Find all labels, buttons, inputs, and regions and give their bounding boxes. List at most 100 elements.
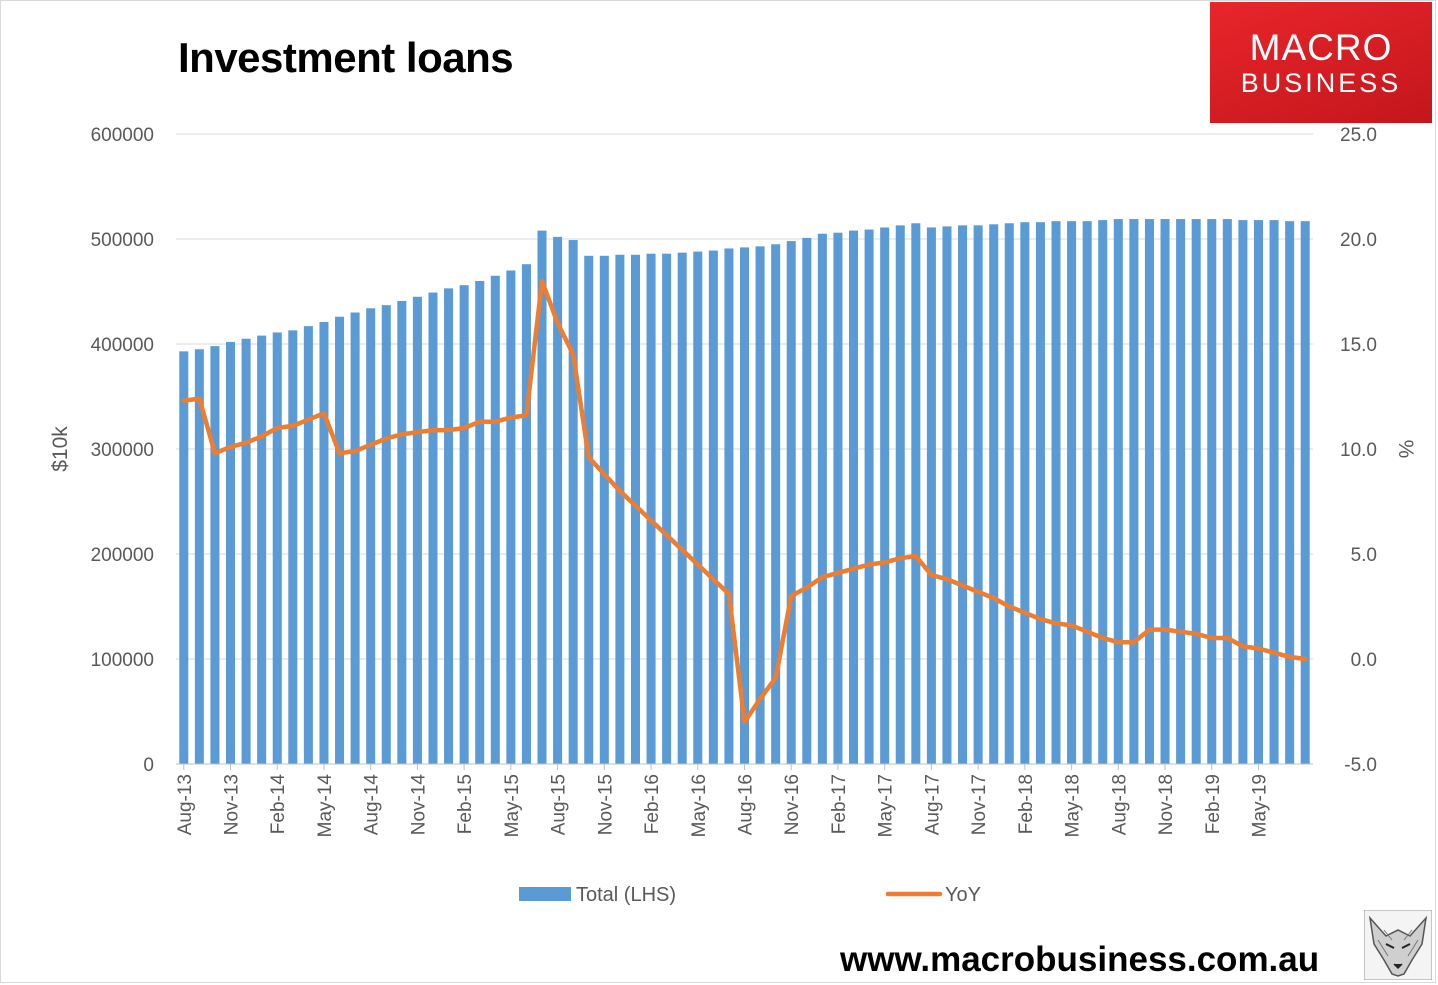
bar [1098, 220, 1108, 765]
bar [272, 332, 282, 764]
bar [973, 225, 983, 765]
bar [584, 255, 594, 765]
y-right-tick-label: -5.0 [1344, 755, 1377, 776]
bar [1035, 222, 1045, 764]
y-left-axis-title: $10k [49, 426, 72, 472]
x-tick-label: Feb-14 [268, 774, 289, 835]
y-right-tick-label: 25.0 [1340, 125, 1377, 146]
x-tick-label: May-14 [315, 774, 336, 838]
bar [646, 253, 656, 764]
y-left-tick-label: 400000 [91, 335, 154, 356]
y-left-tick-label: 0 [143, 755, 154, 776]
x-tick-label: Nov-17 [969, 774, 990, 835]
x-tick-label: Feb-16 [642, 774, 663, 834]
bar [958, 225, 968, 765]
bar [926, 227, 936, 764]
bar [615, 254, 625, 764]
bar [771, 244, 781, 764]
bar [1129, 219, 1139, 765]
x-tick-label: Nov-15 [595, 774, 616, 835]
y-left-tick-label: 600000 [91, 125, 154, 146]
x-tick-label: May-16 [689, 774, 710, 837]
x-tick-label: May-19 [1249, 774, 1270, 837]
bar [1004, 223, 1014, 764]
x-tick-label: Nov-14 [408, 774, 429, 836]
bar [1082, 221, 1092, 764]
bar [1285, 221, 1295, 764]
bar [630, 254, 640, 764]
y-right-tick-label: 5.0 [1351, 545, 1377, 566]
bar [412, 296, 422, 764]
bar [490, 275, 500, 764]
x-tick-label: Aug-15 [549, 774, 570, 835]
bar [506, 270, 516, 764]
bar [1269, 220, 1279, 765]
bar [335, 316, 345, 764]
legend-label-total: Total (LHS) [576, 884, 676, 906]
macro-business-logo: MACRO BUSINESS [1210, 2, 1432, 123]
bar [194, 349, 204, 764]
bar [1113, 219, 1123, 765]
x-tick-label: Feb-18 [1016, 774, 1037, 834]
bar [444, 288, 454, 764]
bar [786, 241, 796, 765]
logo-line-2: BUSINESS [1240, 68, 1402, 98]
bar [521, 264, 531, 764]
bar [1191, 219, 1201, 765]
bar [381, 305, 391, 764]
bar [942, 226, 952, 764]
bar [911, 223, 921, 764]
bar [319, 321, 329, 764]
bar [895, 225, 905, 765]
bar [739, 247, 750, 764]
x-tick-label: Aug-13 [175, 774, 196, 835]
bar [475, 281, 485, 764]
bar [428, 292, 438, 764]
x-tick-label: Nov-16 [782, 774, 803, 835]
bar [1160, 219, 1170, 765]
bar [553, 236, 563, 764]
x-tick-label: Nov-13 [222, 774, 243, 835]
bar [724, 248, 734, 764]
bar [1253, 220, 1264, 765]
bar [693, 251, 703, 765]
x-tick-label: Aug-14 [362, 774, 383, 836]
bar [350, 312, 360, 764]
bar [366, 308, 376, 764]
logo-line-1: MACRO [1249, 27, 1393, 68]
bar [397, 300, 407, 764]
bar [817, 233, 827, 764]
bar [1176, 219, 1186, 765]
x-tick-label: May-15 [502, 774, 523, 837]
bar [599, 255, 609, 765]
bar [459, 285, 469, 764]
x-tick-label: Feb-17 [829, 774, 850, 834]
bar [225, 341, 236, 764]
y-left-tick-label: 300000 [91, 440, 154, 461]
bar [288, 330, 298, 764]
x-tick-label: May-17 [876, 774, 897, 837]
bar [833, 232, 843, 764]
y-right-tick-label: 20.0 [1340, 230, 1377, 251]
y-left-tick-label: 200000 [91, 545, 154, 566]
bar [1051, 221, 1061, 764]
bar [179, 351, 189, 764]
bar [1144, 219, 1154, 765]
y-right-tick-label: 10.0 [1340, 440, 1377, 461]
bar [755, 246, 765, 765]
y-right-tick-label: 15.0 [1340, 335, 1377, 356]
bar [303, 326, 313, 764]
bar [241, 338, 251, 764]
bar [1207, 219, 1217, 765]
x-tick-label: Feb-19 [1203, 774, 1224, 834]
bar [1067, 221, 1077, 764]
chart-title: Investment loans [178, 34, 514, 81]
bar [989, 224, 999, 765]
y-left-tick-label: 500000 [91, 230, 154, 251]
x-tick-label: Aug-16 [736, 774, 757, 835]
legend-swatch-total [519, 887, 571, 901]
bar [802, 237, 812, 764]
bar [1238, 220, 1248, 765]
